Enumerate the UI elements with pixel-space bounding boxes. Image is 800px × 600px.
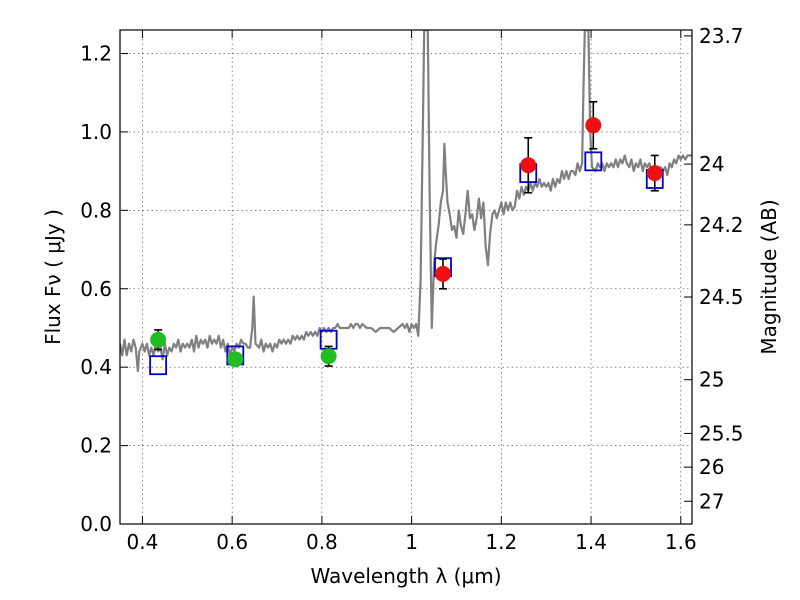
model-square-marker: [584, 151, 603, 172]
model-square-marker: [149, 355, 168, 376]
right-tick-label: 25.5: [699, 421, 744, 445]
photometry-point: [435, 265, 452, 282]
y-tick-label: 1.0: [80, 120, 112, 144]
plot-frame: [119, 29, 693, 525]
x-tick-label: 0.6: [216, 530, 248, 554]
photometry-point: [150, 331, 167, 348]
y-axis-label: Flux Fν ( μJy ): [41, 209, 65, 345]
photometry-point: [646, 165, 663, 182]
x-axis-label: Wavelength λ (μm): [310, 564, 501, 588]
spectrum-layer: [120, 30, 692, 373]
right-tick-label: 23.7: [699, 24, 744, 48]
x-tick-label: 1.2: [485, 530, 517, 554]
x-tick-label: 1.6: [665, 530, 697, 554]
photometry-point: [585, 117, 602, 134]
x-tick-label: 0.4: [127, 530, 159, 554]
y-tick-label: 0.8: [80, 198, 112, 222]
y-tick-label: 0.6: [80, 277, 112, 301]
right-tick-label: 26: [699, 455, 724, 479]
ticks-layer: 0.4 0.6 0.8 1 1.2 1.4 1.6 0.0 0.2 0.4 0.6 0.8 1.0 1.2…: [80, 24, 743, 554]
y-tick-label: 0.0: [80, 512, 112, 536]
spectrum-line: [120, 30, 692, 373]
y-tick-label: 1.2: [80, 42, 112, 66]
photometry-point: [520, 157, 537, 174]
markers-layer: [149, 100, 664, 376]
right-tick-label: 24.2: [699, 213, 744, 237]
y-right-axis-label: Magnitude (AB): [757, 199, 781, 354]
photometry-point: [320, 348, 337, 365]
grid-lines: [120, 30, 692, 525]
x-tick-label: 0.8: [306, 530, 338, 554]
photometry-point: [227, 351, 244, 368]
right-tick-label: 24: [699, 152, 724, 176]
y-tick-label: 0.4: [80, 355, 112, 379]
x-tick-label: 1.4: [575, 530, 607, 554]
right-tick-label: 25: [699, 368, 724, 392]
y-tick-label: 0.2: [80, 434, 112, 458]
x-tick-label: 1: [405, 530, 418, 554]
right-tick-label: 24.5: [699, 285, 744, 309]
right-tick-label: 27: [699, 489, 724, 513]
